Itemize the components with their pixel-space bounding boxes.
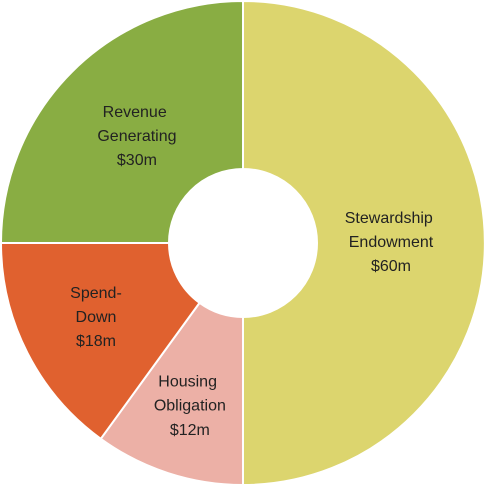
slice-label: Housing Obligation xyxy=(154,374,226,415)
value-label: $18m xyxy=(76,333,116,350)
slice xyxy=(99,301,244,487)
slice-label: Spend-Down xyxy=(70,285,122,326)
value-label: $60m xyxy=(371,258,411,275)
slice xyxy=(0,242,201,441)
slice-label: Revenue Generating xyxy=(97,104,176,145)
slice xyxy=(242,0,485,487)
slice xyxy=(0,0,244,244)
slice-label: Stewardship Endowment xyxy=(345,210,438,251)
value-label: $30m xyxy=(117,152,157,169)
value-label: $12m xyxy=(170,422,210,439)
